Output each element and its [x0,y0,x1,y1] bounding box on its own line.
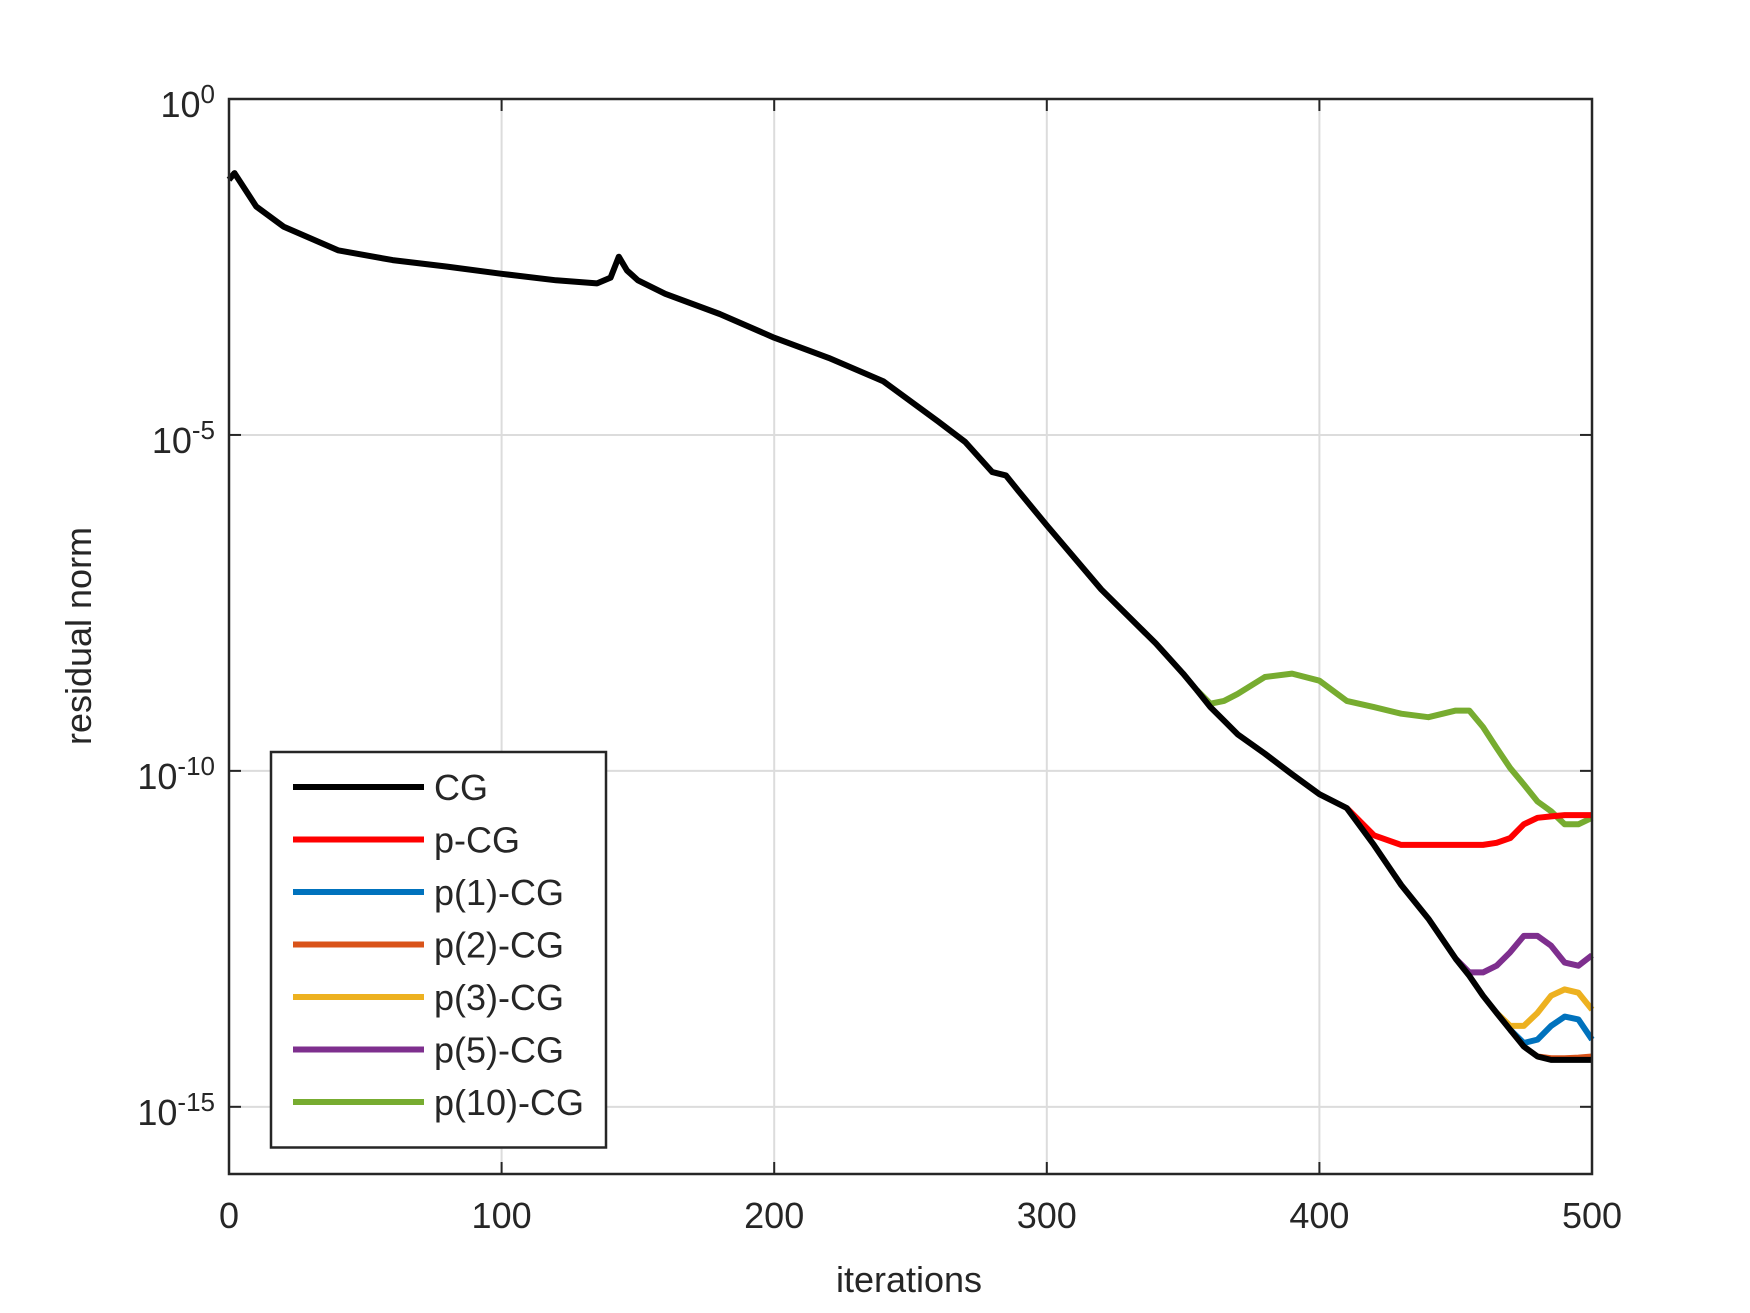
x-tick-label: 100 [472,1195,532,1236]
legend-label: CG [434,767,488,808]
series-line [1344,805,1592,848]
legend-label: p-CG [434,820,520,861]
legend-label: p(10)-CG [434,1082,584,1123]
y-tick-label: 10-10 [137,751,215,797]
series-line [1494,986,1595,1029]
legend-label: p(3)-CG [434,977,564,1018]
legend-box [269,750,608,1149]
series-line [226,170,1592,1063]
x-axis-label: iterations [836,1259,982,1300]
y-tick-label: 100 [160,79,215,125]
x-tick-label: 0 [219,1195,239,1236]
legend-label: p(5)-CG [434,1030,564,1071]
x-tick-label: 500 [1562,1195,1622,1236]
x-tick-label: 400 [1289,1195,1349,1236]
x-tick-label: 300 [1017,1195,1077,1236]
y-tick-label: 10-5 [152,415,215,461]
y-tick-label: 10-15 [137,1087,215,1133]
legend-label: p(1)-CG [434,872,564,913]
plot-frame [227,97,1594,1176]
x-tick-label: 200 [744,1195,804,1236]
series-line [1453,932,1594,976]
series-line [1194,670,1594,828]
legend-label: p(2)-CG [434,925,564,966]
y-axis-label: residual norm [58,527,99,745]
